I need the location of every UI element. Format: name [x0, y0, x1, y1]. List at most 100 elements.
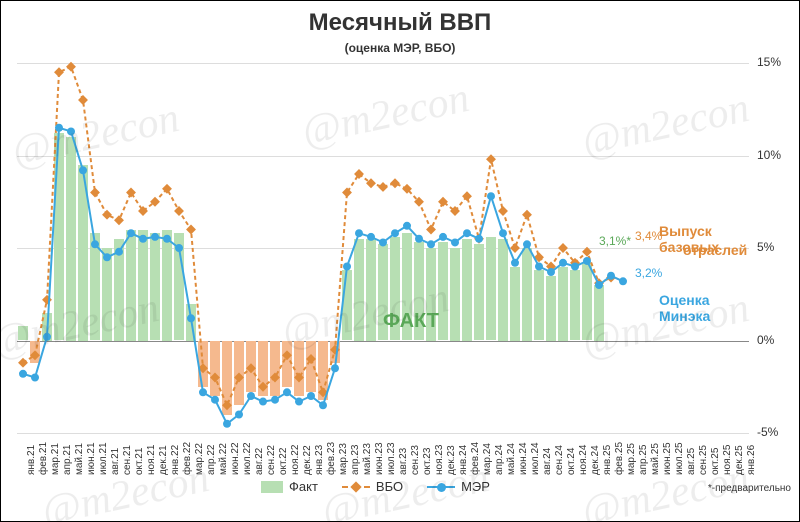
vbo-marker	[522, 210, 532, 220]
vbo-marker	[486, 154, 496, 164]
vbo-marker	[282, 350, 292, 360]
mer-marker	[31, 374, 39, 382]
x-tick-label: фев.25	[614, 442, 625, 475]
y-gridline	[17, 433, 749, 434]
mer-marker	[331, 364, 339, 372]
mer-marker	[595, 281, 603, 289]
vbo-marker	[78, 95, 88, 105]
mer-marker	[67, 127, 75, 135]
mer-marker	[355, 229, 363, 237]
legend-marker	[350, 481, 361, 492]
mer-marker	[199, 388, 207, 396]
mer-marker	[475, 235, 483, 243]
legend-swatch	[261, 481, 283, 493]
x-tick-label: мар.22	[194, 443, 205, 475]
vbo-marker	[342, 188, 352, 198]
mer-marker	[91, 240, 99, 248]
x-tick-label: апр.23	[350, 445, 361, 475]
x-tick-label: ноя.25	[722, 445, 733, 475]
x-tick-label: мар.23	[338, 443, 349, 475]
mer-marker	[487, 192, 495, 200]
vbo-marker	[162, 184, 172, 194]
x-tick-label: июн.24	[518, 442, 529, 475]
mer-marker	[523, 240, 531, 248]
y-tick-label: -5%	[757, 425, 778, 439]
mer-marker	[607, 272, 615, 280]
mer-marker	[187, 314, 195, 322]
footnote: *-предварительно	[708, 483, 791, 494]
mer-marker	[307, 392, 315, 400]
vbo-marker	[462, 191, 472, 201]
mer-marker	[499, 229, 507, 237]
x-tick-label: сен.21	[122, 445, 133, 475]
mer-marker	[451, 238, 459, 246]
x-tick-label: сен.25	[698, 445, 709, 475]
x-tick-label: май.23	[362, 443, 373, 475]
legend-line	[427, 486, 455, 488]
mer-marker	[415, 235, 423, 243]
x-tick-label: янв.25	[602, 445, 613, 475]
vbo-marker	[174, 206, 184, 216]
x-tick-label: июл.22	[242, 442, 253, 475]
mer-marker	[379, 238, 387, 246]
vbo-marker	[270, 373, 280, 383]
mer-marker	[511, 259, 519, 267]
mer-marker	[103, 253, 111, 261]
vbo-marker	[66, 62, 76, 72]
x-tick-label: фев.22	[182, 442, 193, 475]
legend-label: ВБО	[376, 479, 403, 494]
plot-area: -5%0%5%10%15%янв.21фев.21мар.21апр.21май…	[17, 63, 749, 433]
chart-subtitle: (оценка МЭР, ВБО)	[1, 41, 799, 55]
x-tick-label: ноя.23	[434, 445, 445, 475]
mer-marker	[391, 229, 399, 237]
x-tick-label: авг.25	[686, 448, 697, 475]
x-tick-label: дек.24	[590, 445, 601, 475]
x-tick-label: ноя.24	[578, 445, 589, 475]
vbo-marker	[30, 350, 40, 360]
mer-marker	[163, 235, 171, 243]
vbo-marker	[54, 67, 64, 77]
x-tick-label: окт.22	[278, 448, 289, 475]
x-tick-label: май.21	[74, 443, 85, 475]
x-tick-label: мар.25	[626, 443, 637, 475]
vbo-marker	[222, 400, 232, 410]
x-tick-label: окт.23	[422, 448, 433, 475]
mer-marker	[583, 257, 591, 265]
vbo-marker	[378, 182, 388, 192]
x-tick-label: июл.21	[98, 442, 109, 475]
x-tick-label: янв.26	[746, 445, 757, 475]
mer-marker	[175, 244, 183, 252]
mer-marker	[463, 229, 471, 237]
x-tick-label: май.25	[650, 443, 661, 475]
x-tick-label: окт.25	[710, 448, 721, 475]
mer-marker	[247, 392, 255, 400]
vbo-marker	[234, 373, 244, 383]
chart-container: Месячный ВВП (оценка МЭР, ВБО) -5%0%5%10…	[0, 0, 800, 522]
vbo-marker	[138, 206, 148, 216]
mer-marker	[295, 398, 303, 406]
legend-line	[342, 486, 370, 488]
x-tick-label: дек.23	[446, 445, 457, 475]
y-tick-label: 0%	[757, 333, 774, 347]
mer-marker	[259, 398, 267, 406]
mer-marker	[559, 259, 567, 267]
vbo-marker	[306, 354, 316, 364]
x-tick-label: мар.24	[482, 443, 493, 475]
legend-item-mer: МЭР	[427, 479, 490, 494]
x-tick-label: фев.23	[326, 442, 337, 475]
x-tick-label: дек.25	[734, 445, 745, 475]
x-tick-label: мар.21	[50, 443, 61, 475]
x-tick-label: апр.22	[206, 445, 217, 475]
legend-label: МЭР	[461, 479, 490, 494]
legend-marker	[437, 483, 446, 492]
x-tick-label: авг.22	[254, 448, 265, 475]
y-tick-label: 15%	[757, 55, 781, 69]
mer-marker	[283, 388, 291, 396]
x-tick-label: июл.23	[386, 442, 397, 475]
mer-marker	[427, 240, 435, 248]
x-tick-label: сен.22	[266, 445, 277, 475]
mer-marker	[115, 248, 123, 256]
x-tick-label: окт.24	[566, 448, 577, 475]
vbo-marker	[114, 215, 124, 225]
x-tick-label: сен.23	[410, 445, 421, 475]
